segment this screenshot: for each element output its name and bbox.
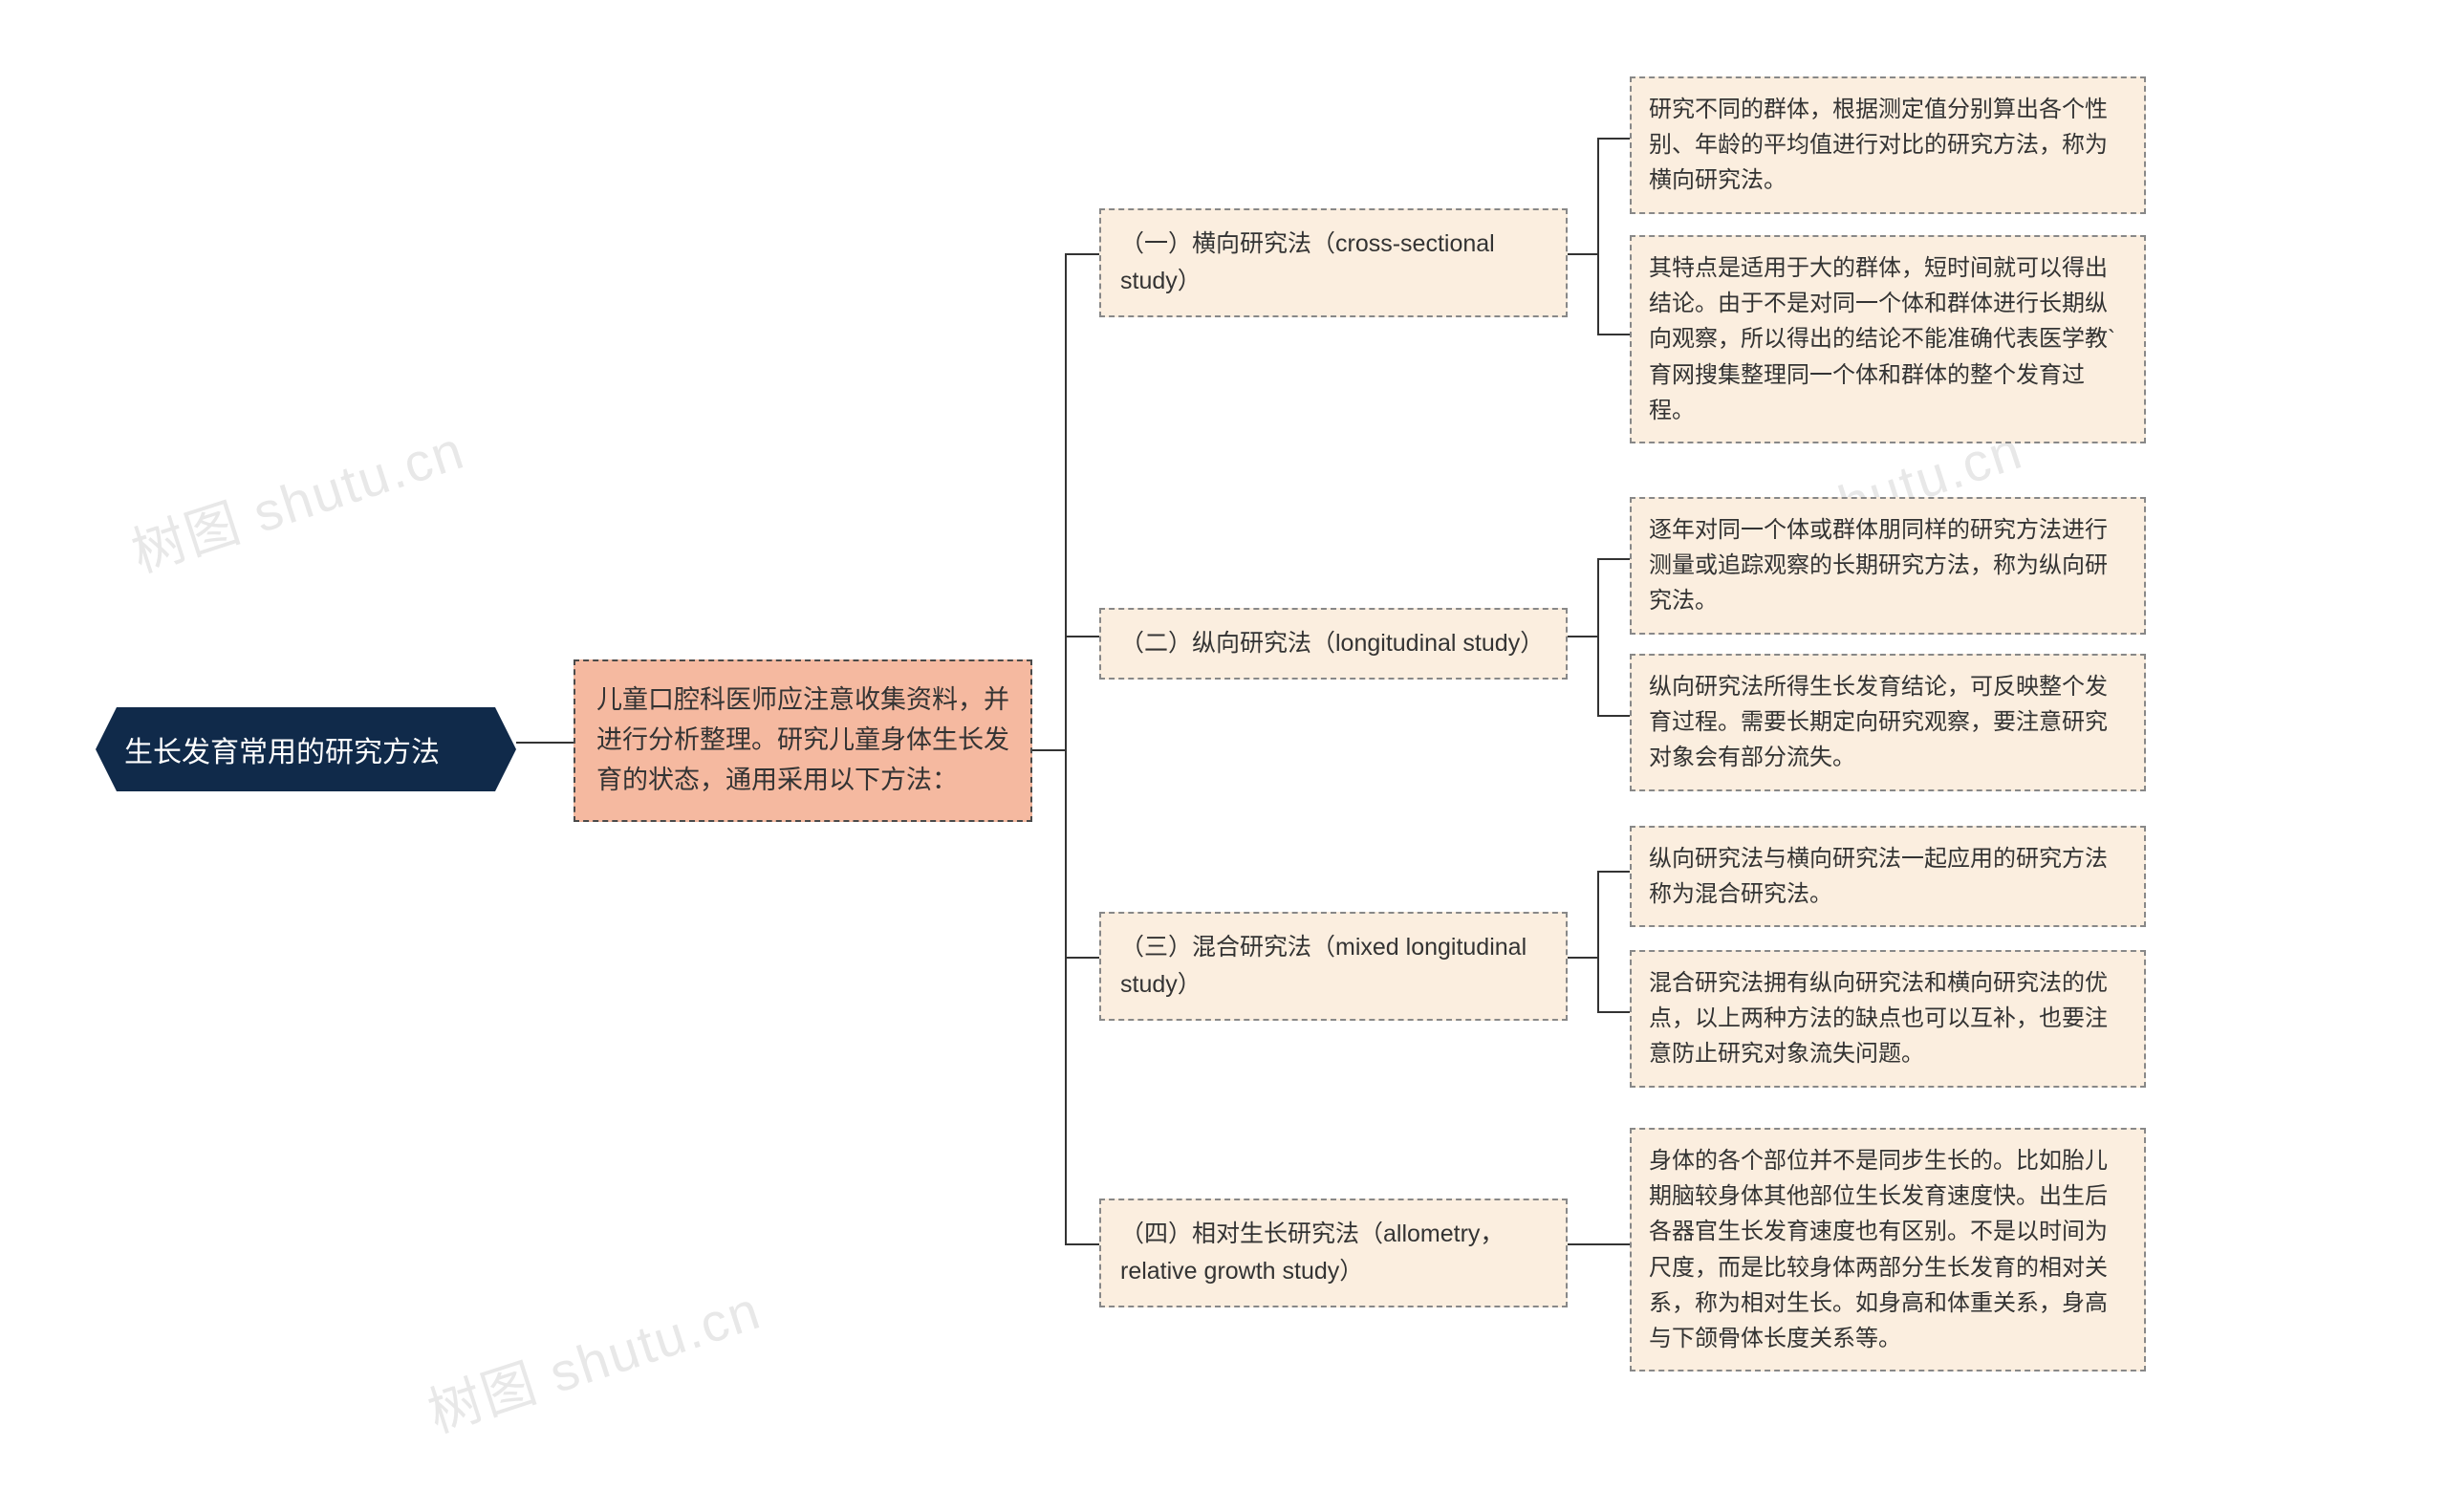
method-3-detail-2: 混合研究法拥有纵向研究法和横向研究法的优点，以上两种方法的缺点也可以互补，也要注… [1630, 950, 2146, 1088]
method-2-detail-2: 纵向研究法所得生长发育结论，可反映整个发育过程。需要长期定向研究观察，要注意研究… [1630, 654, 2146, 791]
intro-node[interactable]: 儿童口腔科医师应注意收集资料，并进行分析整理。研究儿童身体生长发育的状态，通用采… [574, 659, 1032, 822]
method-1-detail-2: 其特点是适用于大的群体，短时间就可以得出结论。由于不是对同一个体和群体进行长期纵… [1630, 235, 2146, 443]
method-2-node[interactable]: （二）纵向研究法（longitudinal study） [1099, 608, 1568, 680]
root-node[interactable]: 生长发育常用的研究方法 [96, 707, 516, 791]
method-1-node[interactable]: （一）横向研究法（cross-sectional study） [1099, 208, 1568, 317]
mindmap-canvas: 生长发育常用的研究方法 儿童口腔科医师应注意收集资料，并进行分析整理。研究儿童身… [0, 0, 2447, 1512]
method-1-detail-1: 研究不同的群体，根据测定值分别算出各个性别、年龄的平均值进行对比的研究方法，称为… [1630, 76, 2146, 214]
method-3-node[interactable]: （三）混合研究法（mixed longitudinal study） [1099, 912, 1568, 1021]
method-3-detail-1: 纵向研究法与横向研究法一起应用的研究方法称为混合研究法。 [1630, 826, 2146, 927]
method-2-detail-1: 逐年对同一个体或群体朋同样的研究方法进行测量或追踪观察的长期研究方法，称为纵向研… [1630, 497, 2146, 635]
method-4-node[interactable]: （四）相对生长研究法（allometry，relative growth stu… [1099, 1199, 1568, 1307]
method-4-detail-1: 身体的各个部位并不是同步生长的。比如胎儿期脑较身体其他部位生长发育速度快。出生后… [1630, 1128, 2146, 1372]
